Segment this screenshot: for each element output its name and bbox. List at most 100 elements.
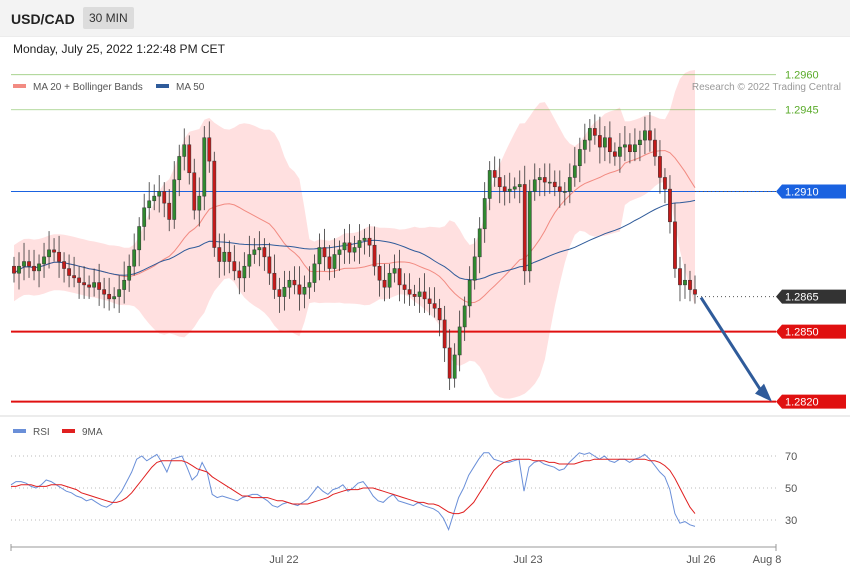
candle [42, 242, 46, 278]
rsi-legend-label: RSI [33, 427, 50, 438]
candle-body [527, 191, 532, 272]
candle-body [287, 279, 292, 288]
candle [668, 175, 672, 234]
price-labels: 1.2960 1.2945 1.2910 1.2865 1.2850 1.2820 [776, 70, 846, 409]
candle-body [422, 291, 427, 300]
candle [633, 128, 637, 162]
candle [162, 182, 167, 218]
candle-body [582, 139, 587, 150]
candle-body [462, 305, 467, 328]
candle-body [487, 170, 492, 199]
candle [602, 126, 607, 162]
candle [377, 254, 382, 297]
candle [427, 287, 432, 316]
candle-body [147, 200, 152, 209]
candle-body [312, 263, 317, 283]
candle-body [267, 256, 272, 274]
candle-body [367, 237, 372, 246]
candle-body [42, 256, 46, 265]
candle-body [648, 130, 652, 141]
rsi-legend-swatch [62, 429, 75, 433]
candle-body [643, 130, 647, 141]
candle-body [87, 284, 91, 288]
candle-body [12, 265, 16, 274]
candle [422, 273, 427, 313]
candle [227, 240, 232, 274]
legend-swatch [13, 84, 26, 88]
candle [82, 266, 86, 299]
candle [22, 242, 26, 281]
candle-body [432, 303, 437, 309]
candle [653, 128, 657, 166]
candle [502, 175, 507, 206]
candle [472, 238, 477, 290]
candle-body [227, 251, 232, 262]
candle-body [532, 179, 537, 192]
candle-body [437, 307, 442, 321]
candle-body [107, 293, 112, 300]
candle [522, 165, 527, 285]
candle-body [447, 347, 452, 379]
candle-body [167, 202, 172, 220]
rsi-legend-swatch [13, 429, 26, 433]
candle [673, 203, 677, 278]
candle [542, 163, 547, 197]
rsi-ma-line [11, 458, 696, 515]
price-label-1.2945: 1.2945 [785, 105, 819, 117]
candle-body [162, 191, 167, 204]
projection-arrow-head [755, 383, 772, 402]
projection [699, 296, 772, 402]
candle [177, 144, 182, 197]
interval-badge[interactable]: 30 MIN [83, 7, 134, 29]
candle [457, 310, 462, 372]
candle-body [683, 279, 687, 286]
candle-body [507, 188, 512, 192]
candle [182, 128, 187, 171]
candle-body [237, 270, 242, 279]
candle [527, 179, 532, 283]
candle [442, 305, 447, 362]
candle [257, 231, 262, 267]
candle [252, 238, 257, 264]
candle-body [567, 177, 572, 192]
candle [107, 277, 112, 311]
legend-rsi: RSI 9MA [13, 427, 103, 438]
candle [332, 238, 337, 278]
candle [207, 121, 212, 173]
candle [557, 170, 562, 208]
candle-body [412, 293, 417, 297]
candle-body [197, 195, 202, 211]
candle [487, 161, 492, 211]
legend-label: MA 50 [176, 82, 205, 93]
candle [577, 137, 582, 183]
candle-body [262, 247, 267, 258]
candle-body [252, 249, 257, 255]
candle [322, 228, 327, 271]
candle [282, 270, 287, 311]
candle-body [537, 177, 542, 181]
candle [117, 275, 122, 313]
rsi-legend-label: 9MA [82, 427, 103, 438]
candle [342, 228, 347, 264]
candle-body [127, 265, 132, 281]
candle-body [587, 128, 592, 141]
candle [562, 182, 567, 206]
projection-arrow-line [699, 296, 763, 392]
candle-body [342, 242, 347, 251]
candle-body [192, 172, 197, 211]
candle [297, 266, 302, 311]
candle [537, 168, 542, 197]
candle [357, 224, 362, 264]
candle [517, 170, 522, 204]
candle [237, 261, 242, 295]
candle-body [673, 221, 677, 269]
candle [547, 163, 552, 194]
candle-body [618, 146, 622, 157]
candle [352, 235, 357, 262]
x-axis-label: Jul 23 [513, 554, 542, 566]
candle-body [302, 286, 307, 295]
candle [32, 249, 36, 281]
candle [262, 238, 267, 271]
candle-body [467, 279, 472, 307]
bollinger-band-area [14, 70, 695, 399]
